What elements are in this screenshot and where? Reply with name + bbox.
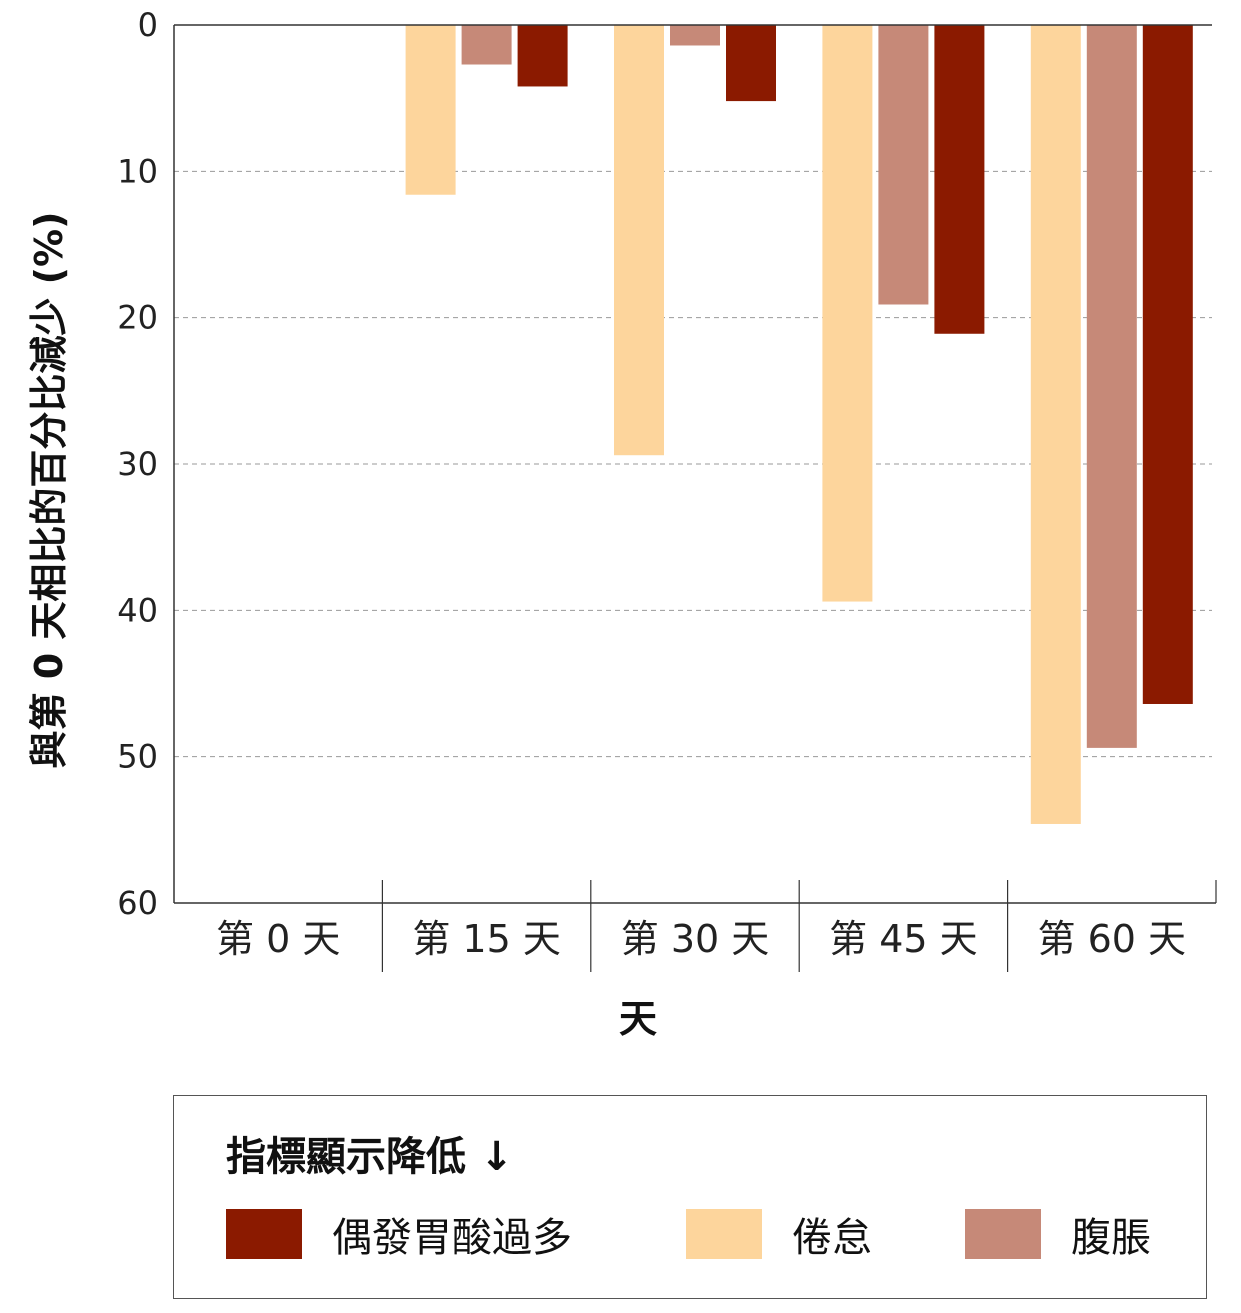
bar	[670, 25, 720, 46]
y-axis-title: 與第 0 天相比的百分比減少 (%)	[27, 212, 71, 769]
x-category-labels: 第 0 天 第 15 天 第 30 天 第 45 天 第 60 天	[216, 917, 1186, 961]
bar-chart: 0 10 20 30 40 50 60 第 0 天 第 15 天 第 30 天 第 45 天 第 6…	[27, 6, 1217, 1041]
legend: 指標顯示降低 ↓ 偶發胃酸過多 倦怠 腹脹	[173, 1095, 1207, 1299]
legend-label-fatigue: 倦怠	[792, 1215, 872, 1261]
legend-label-acid: 偶發胃酸過多	[332, 1215, 572, 1261]
bar	[1030, 25, 1081, 824]
y-tick-label: 40	[117, 591, 158, 629]
bar	[822, 25, 873, 602]
x-tick-label: 第 30 天	[621, 917, 770, 961]
x-tick-label: 第 15 天	[412, 917, 561, 961]
bar	[1142, 25, 1193, 704]
legend-swatch-bloating	[965, 1209, 1041, 1259]
y-tick-label: 0	[138, 6, 158, 44]
y-tick-labels: 0 10 20 30 40 50 60	[117, 6, 158, 922]
y-tick-label: 60	[117, 884, 158, 922]
y-tick-label: 10	[117, 152, 158, 190]
y-tick-label: 30	[117, 445, 158, 483]
legend-item-bloating: 腹脹	[965, 1208, 1151, 1261]
bar	[878, 25, 929, 305]
bar	[1086, 25, 1137, 748]
bars	[405, 25, 1193, 824]
bar	[726, 25, 776, 102]
legend-swatch-fatigue	[686, 1209, 762, 1259]
x-axis-title: 天	[619, 997, 657, 1041]
x-tick-label: 第 45 天	[829, 917, 978, 961]
bar	[934, 25, 985, 334]
bar	[461, 25, 512, 65]
legend-swatch-acid	[226, 1209, 302, 1259]
x-tick-label: 第 60 天	[1038, 917, 1187, 961]
legend-item-fatigue: 倦怠	[686, 1208, 872, 1261]
y-tick-label: 20	[117, 299, 158, 337]
x-tick-label: 第 0 天	[216, 917, 340, 961]
bar	[517, 25, 568, 87]
axes	[173, 24, 1217, 972]
legend-label-bloating: 腹脹	[1071, 1215, 1151, 1261]
legend-item-acid: 偶發胃酸過多	[226, 1208, 572, 1261]
bar	[614, 25, 664, 456]
legend-title: 指標顯示降低 ↓	[226, 1134, 514, 1180]
y-tick-label: 50	[117, 738, 158, 776]
bar	[405, 25, 456, 195]
